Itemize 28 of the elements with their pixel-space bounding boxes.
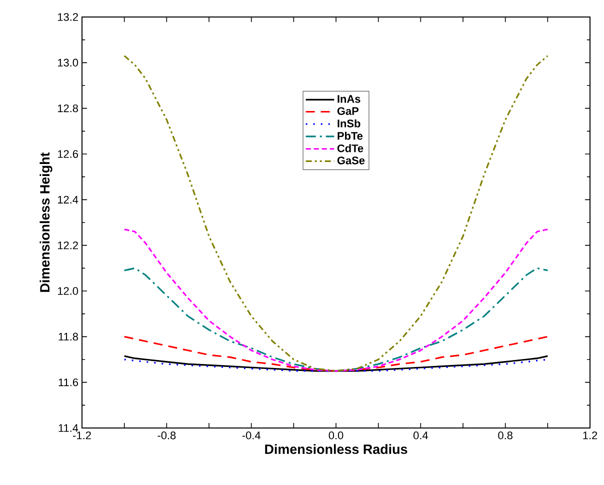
- legend-label: GaP: [337, 107, 359, 115]
- line-series: [124, 228, 548, 372]
- legend-label: PbTe: [338, 132, 363, 140]
- y-tick-label: 12.0: [58, 287, 78, 295]
- y-axis-title: Dimensionless Height: [40, 152, 52, 292]
- y-tick-label: 13.0: [58, 58, 78, 67]
- y-tick-label: 12.6: [58, 150, 78, 158]
- legend-label: CdTe: [337, 144, 364, 152]
- y-tick-label: 11.4: [58, 424, 78, 432]
- x-tick-label: -0.4: [242, 432, 260, 440]
- y-tick-label: 11.6: [58, 378, 78, 386]
- x-tick-label: -0.8: [158, 432, 176, 440]
- legend-label: GaSe: [337, 156, 365, 164]
- y-tick-label: 12.8: [58, 104, 78, 112]
- line-series: [124, 267, 548, 372]
- x-tick-label: 1.2: [583, 432, 598, 440]
- y-tick-label: 12.2: [58, 242, 78, 250]
- x-axis-title: Dimensionless Radius: [265, 444, 408, 454]
- x-tick-label: 0.0: [328, 432, 344, 440]
- legend-label: InSb: [338, 119, 360, 128]
- y-tick-label: 13.2: [58, 13, 78, 21]
- y-tick-label: 12.4: [58, 196, 78, 204]
- x-tick-label: 0.4: [413, 432, 428, 440]
- line-series: [124, 55, 548, 372]
- y-tick-label: 11.8: [58, 332, 78, 341]
- x-tick-label: -1.2: [73, 432, 91, 440]
- legend-label: InAs: [338, 95, 360, 103]
- x-tick-label: 0.8: [498, 432, 512, 440]
